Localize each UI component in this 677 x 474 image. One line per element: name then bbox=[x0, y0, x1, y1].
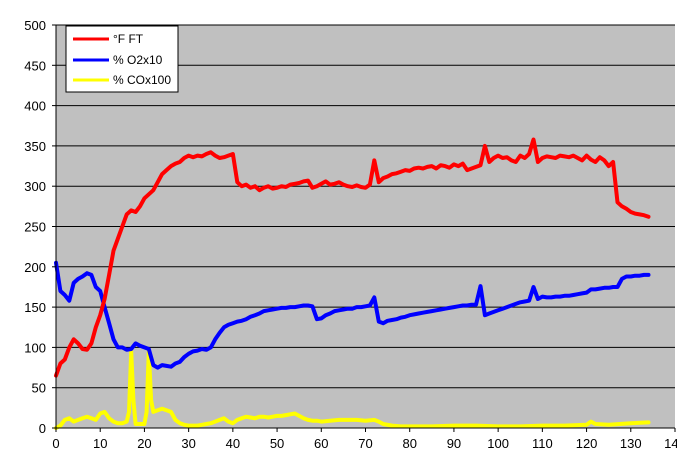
y-tick-label: 400 bbox=[24, 99, 46, 114]
legend-label-fahrenheit: °F FT bbox=[113, 32, 144, 46]
x-tick-label: 60 bbox=[314, 436, 328, 451]
x-tick-label: 80 bbox=[402, 436, 416, 451]
y-tick-label: 450 bbox=[24, 58, 46, 73]
y-tick-label: 500 bbox=[24, 18, 46, 33]
y-tick-label: 300 bbox=[24, 179, 46, 194]
y-axis-ticks: 0 50 100 150 200 250 300 350 400 450 500 bbox=[24, 18, 56, 436]
x-axis-ticks: 0 10 20 30 40 50 60 70 80 90 100 110 120 130 140 bbox=[52, 428, 677, 451]
x-tick-label: 50 bbox=[270, 436, 284, 451]
x-tick-label: 10 bbox=[93, 436, 107, 451]
y-tick-label: 250 bbox=[24, 220, 46, 235]
x-tick-label: 40 bbox=[226, 436, 240, 451]
x-tick-label: 90 bbox=[447, 436, 461, 451]
x-tick-label: 140 bbox=[664, 436, 677, 451]
y-tick-label: 150 bbox=[24, 300, 46, 315]
x-tick-label: 70 bbox=[358, 436, 372, 451]
legend-label-o2: % O2x10 bbox=[113, 53, 163, 67]
y-tick-label: 200 bbox=[24, 260, 46, 275]
x-tick-label: 110 bbox=[532, 436, 553, 451]
x-tick-label: 20 bbox=[137, 436, 151, 451]
series-co-line bbox=[54, 349, 651, 430]
legend-label-co: % COx100 bbox=[113, 73, 171, 87]
y-tick-label: 50 bbox=[32, 381, 46, 396]
y-tick-label: 100 bbox=[24, 340, 46, 355]
y-tick-label: 0 bbox=[39, 421, 46, 436]
legend: °F FT % O2x10 % COx100 bbox=[65, 25, 179, 93]
series-fahrenheit-line bbox=[54, 137, 651, 378]
x-tick-label: 100 bbox=[487, 436, 509, 451]
x-tick-label: 30 bbox=[181, 436, 195, 451]
x-tick-label: 130 bbox=[620, 436, 642, 451]
y-tick-label: 350 bbox=[24, 139, 46, 154]
x-tick-label: 120 bbox=[576, 436, 598, 451]
series-layer bbox=[54, 137, 651, 430]
series-o2-line bbox=[54, 260, 651, 370]
x-tick-label: 0 bbox=[52, 436, 59, 451]
